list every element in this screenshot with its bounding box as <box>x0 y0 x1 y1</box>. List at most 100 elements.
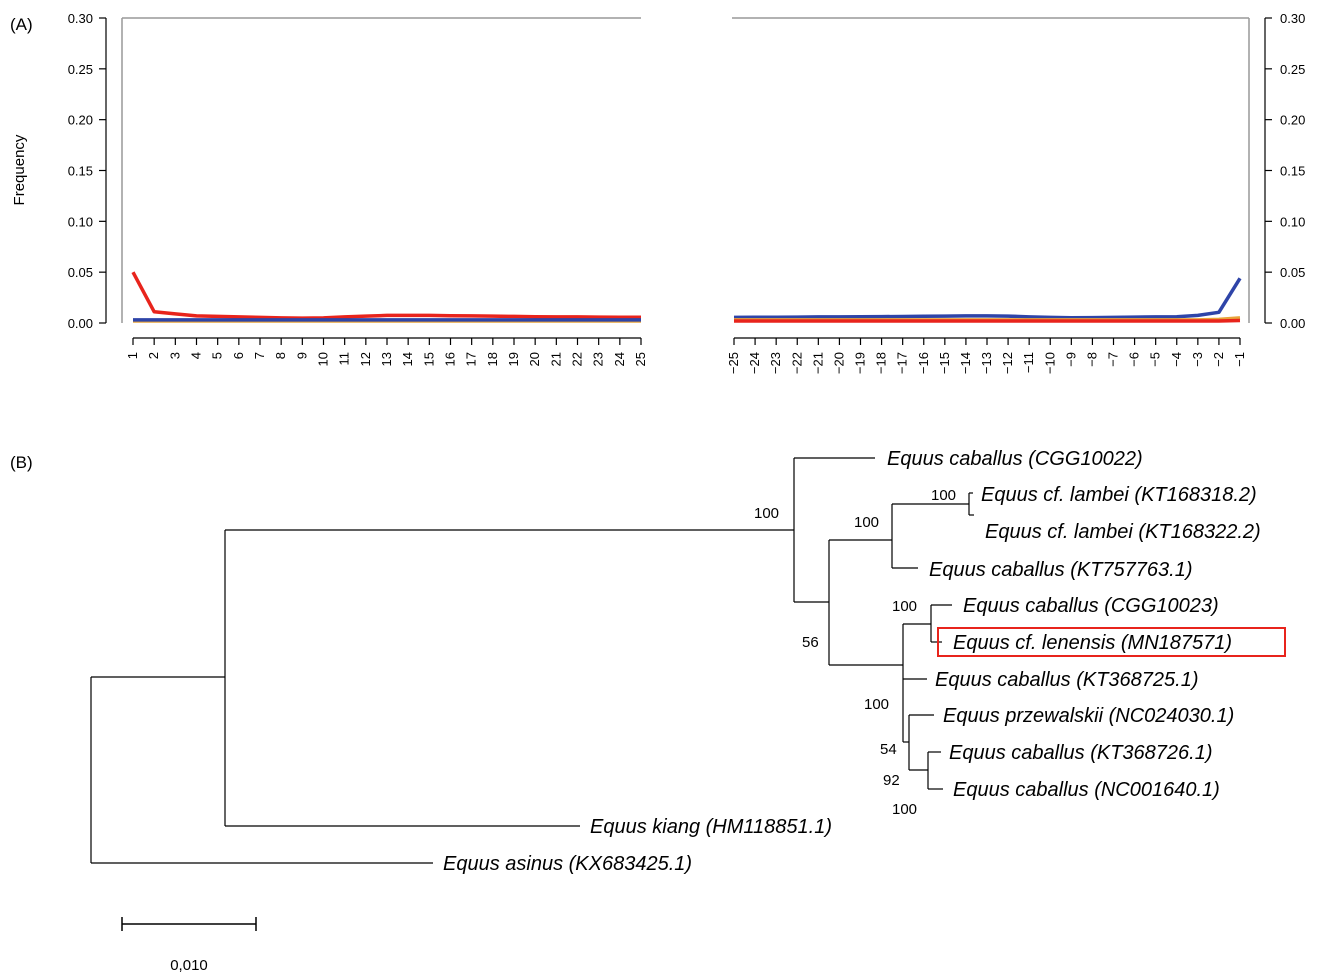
x-tick-label: −24 <box>747 352 762 374</box>
x-tick-label: 20 <box>527 352 542 366</box>
x-tick-label: −18 <box>874 352 889 374</box>
y-tick-label: 0.30 <box>1280 11 1305 26</box>
x-tick-label: −19 <box>853 352 868 374</box>
support-value: 100 <box>892 801 917 818</box>
x-tick-label: −11 <box>1021 352 1036 373</box>
x-tick-label: 14 <box>400 352 415 366</box>
y-tick-label: 0.00 <box>1280 316 1305 331</box>
x-tick-label: −7 <box>1106 352 1121 367</box>
x-tick-label: 5 <box>210 352 225 359</box>
x-tick-label: −21 <box>810 352 825 374</box>
x-tick-label: 24 <box>612 352 627 366</box>
y-tick-label: 0.10 <box>68 214 93 229</box>
x-tick-label: −13 <box>979 352 994 374</box>
y-tick-label: 0.25 <box>1280 62 1305 77</box>
support-value: 100 <box>754 505 779 522</box>
series-line <box>734 318 1241 323</box>
x-tick-label: −23 <box>768 352 783 374</box>
x-tick-label: 1 <box>125 352 140 359</box>
series-left <box>131 271 642 323</box>
scale-bar <box>121 917 257 931</box>
x-tick-label: −4 <box>1169 352 1184 367</box>
y-tick-label: 0.00 <box>68 316 93 331</box>
x-tick-label: −10 <box>1042 352 1057 374</box>
taxon-label: Equus asinus (KX683425.1) <box>443 853 692 875</box>
series-line <box>733 277 1242 320</box>
x-tick-label: 21 <box>548 352 563 366</box>
x-tick-label: −1 <box>1232 352 1247 367</box>
x-tick-label: −16 <box>916 352 931 374</box>
scale-bar-label: 0,010 <box>170 957 208 973</box>
taxon-label: Equus kiang (HM118851.1) <box>590 816 832 838</box>
x-tick-label: −5 <box>1148 352 1163 367</box>
y-tick-label: 0.25 <box>68 62 93 77</box>
support-value: 100 <box>854 514 879 531</box>
x-tick-label: −14 <box>958 352 973 374</box>
plot-frame <box>121 17 1250 323</box>
support-value: 56 <box>802 634 819 651</box>
x-tick-label: 25 <box>633 352 648 366</box>
x-tick-label: 11 <box>337 352 352 366</box>
x-tick-label: 12 <box>358 352 373 366</box>
y-ticks-right: 0.00 0.05 0.10 0.15 0.20 0.25 0.30 <box>1265 11 1305 331</box>
support-value: 54 <box>880 741 897 758</box>
x-tick-label: −20 <box>831 352 846 374</box>
x-tick-label: 2 <box>146 352 161 359</box>
x-tick-label: 4 <box>189 352 204 359</box>
y-ticks-left: 0.00 0.05 0.10 0.15 0.20 0.25 0.30 <box>68 11 106 331</box>
taxon-label: Equus caballus (KT757763.1) <box>929 559 1193 581</box>
highlight-box <box>937 627 1286 657</box>
x-tick-label: −22 <box>789 352 804 374</box>
y-tick-label: 0.05 <box>68 265 93 280</box>
y-tick-label: 0.05 <box>1280 265 1305 280</box>
y-tick-label: 0.30 <box>68 11 93 26</box>
x-tick-label: −12 <box>1000 352 1015 374</box>
x-tick-label: −9 <box>1063 352 1078 367</box>
panel-a-label: (A) <box>10 15 33 34</box>
phylogenetic-tree <box>90 457 974 864</box>
x-tick-label: −2 <box>1211 352 1226 367</box>
x-tick-label: 13 <box>379 352 394 366</box>
taxon-label: Equus caballus (CGG10023) <box>963 595 1219 617</box>
x-tick-label: 23 <box>591 352 606 366</box>
taxon-label: Equus caballus (KT368725.1) <box>935 669 1199 691</box>
x-tick-label: 10 <box>316 352 331 366</box>
panel-b-label: (B) <box>10 453 33 472</box>
y-axis-title: Frequency <box>11 134 28 205</box>
support-value: 100 <box>892 598 917 615</box>
x-tick-label: −3 <box>1190 352 1205 367</box>
taxon-label: Equus cf. lambei (KT168322.2) <box>985 521 1261 543</box>
taxon-label: Equus caballus (NC001640.1) <box>953 779 1220 801</box>
support-value: 100 <box>864 696 889 713</box>
x-tick-label: 15 <box>421 352 436 366</box>
y-tick-label: 0.15 <box>68 164 93 179</box>
taxon-label: Equus przewalskii (NC024030.1) <box>943 705 1234 727</box>
x-tick-label: 18 <box>485 352 500 366</box>
series-line <box>131 271 642 320</box>
support-value: 100 <box>931 487 956 504</box>
x-tick-label: 22 <box>570 352 585 366</box>
x-tick-label: −25 <box>726 352 741 374</box>
taxon-label: Equus cf. lenensis (MN187571) <box>953 632 1232 654</box>
y-tick-label: 0.20 <box>68 113 93 128</box>
x-tick-label: 17 <box>464 352 479 366</box>
support-value: 92 <box>883 772 900 789</box>
x-tick-label: −17 <box>895 352 910 374</box>
x-tick-label: −8 <box>1084 352 1099 367</box>
x-tick-label: −6 <box>1127 352 1142 367</box>
x-tick-label: 8 <box>273 352 288 359</box>
y-tick-label: 0.10 <box>1280 214 1305 229</box>
x-tick-label: 7 <box>252 352 267 359</box>
series-right <box>733 277 1242 323</box>
taxon-label: Equus caballus (KT368726.1) <box>949 742 1213 764</box>
taxon-label: Equus caballus (CGG10022) <box>887 448 1143 470</box>
x-axis-left: 1 2 3 4 5 6 7 8 9 10 11 12 13 14 15 16 17 18 19 20 21 22 23 24 2… <box>125 337 648 366</box>
x-tick-label: 9 <box>294 352 309 359</box>
x-tick-label: −15 <box>937 352 952 374</box>
x-axis-right: −25 −24 −23 −22 −21 −20 −19 −18 −17 −16 −15 −14 −13−… <box>726 337 1247 374</box>
x-tick-label: 16 <box>443 352 458 366</box>
x-tick-label: 19 <box>506 352 521 366</box>
y-tick-label: 0.20 <box>1280 113 1305 128</box>
x-tick-label: 3 <box>167 352 182 359</box>
